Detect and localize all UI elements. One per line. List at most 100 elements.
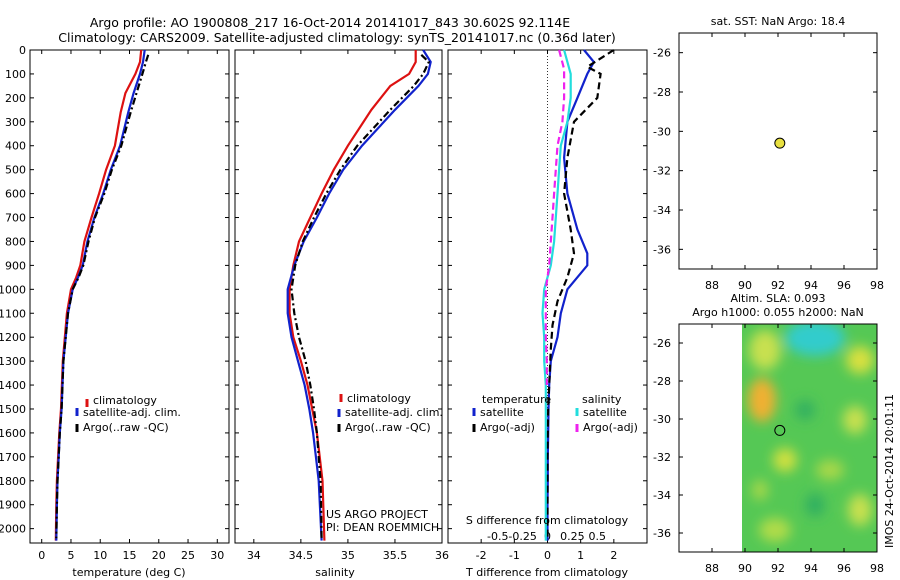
sla-heatmap-anomalies [748,324,874,542]
sla-map-title-line1: Altim. SLA: 0.093 [730,292,825,305]
x-tick-label: 36 [435,549,449,562]
depth-tick-label: 1700 [0,451,26,464]
x-tick-label: 35.5 [383,549,408,562]
x-tick-label: 0 [544,549,551,562]
sla-cell [785,324,845,356]
series-line-satellite-adj-clim [286,49,432,541]
depth-tick-label: 2000 [0,523,26,536]
depth-tick-label: 0 [19,44,26,57]
argo-float-marker [774,137,786,149]
lon-tick-label: 94 [804,279,818,292]
temperature-panel: 0100200300400500600700800900100011001200… [0,44,647,579]
x-tick-label: 2 [610,549,617,562]
x-tick-label: 1 [577,549,584,562]
lat-tick-label: -30 [653,125,671,138]
series-line-climatology [288,50,417,541]
x-tick-label: 0 [38,549,45,562]
legend-label-argo: Argo(..raw -QC) [345,421,431,434]
depth-tick-label: 1900 [0,499,26,512]
lat-tick-label: -32 [653,165,671,178]
legend-label-temp-argo: Argo(-adj) [480,421,535,434]
lat-tick-label: -28 [653,86,671,99]
sla-cell [848,494,872,526]
project-annotation: US ARGO PROJECT [326,508,428,521]
depth-tick-label: 200 [5,92,26,105]
legend-label-climatology: climatology [93,394,157,407]
lat-tick-label: -36 [653,243,671,256]
x-tick-label: 34.5 [289,549,314,562]
x-tick-label: 34 [247,549,261,562]
s-tick-label: -0.5 [487,530,508,543]
x-tick-label: 10 [93,549,107,562]
sst-map-axes: 88 90 92 94 96 98 -26 -28 -30 -32 -34 -36 [653,33,884,292]
salinity-axes-frame [234,49,443,544]
sla-cell [773,448,797,472]
lon-tick-label: 98 [870,562,884,575]
lon-tick-label: 96 [837,279,851,292]
figure-title-line1: Argo profile: AO 1900808_217 16-Oct-2014… [90,15,570,30]
lon-tick-label: 92 [771,562,785,575]
difference-panel: -2 -1 0 1 2 -0.5 -0.25 0 0.25 0.5 T difference f… [447,49,648,579]
series-line-temperature-satellite [546,49,596,541]
salinity-legend: climatology satellite-adj. clim. Argo(..… [337,392,443,434]
temperature-legend: climatology satellite-adj. clim. Argo(..… [75,394,181,434]
argo-float-marker [774,424,786,436]
depth-tick-label: 1100 [0,307,26,320]
sst-map-title: sat. SST: NaN Argo: 18.4 [711,15,845,28]
sla-cell [749,330,781,370]
series-line-salinity-argo-adj [544,49,566,385]
legend-label-sal-satellite: satellite [583,406,627,419]
x-tick-label: 5 [67,549,74,562]
sla-cell [795,400,815,420]
depth-tick-label: 300 [5,116,26,129]
temperature-x-axis: 0 5 10 15 20 25 30 [38,50,224,562]
series-line-argo-raw-qc [55,54,150,539]
salinity-axis-label: salinity [315,566,355,579]
lat-tick-label: -26 [653,337,671,350]
lon-tick-label: 92 [771,279,785,292]
legend-label-climatology: climatology [347,392,411,405]
s-tick-label: 0.5 [589,530,607,543]
sla-cell [843,406,867,434]
s-tick-label: -0.25 [508,530,536,543]
s-tick-label: 0.25 [560,530,585,543]
lat-tick-label: -26 [653,47,671,60]
lat-tick-label: -30 [653,413,671,426]
difference-legend: temperature salinity satellite Argo(-adj… [472,393,638,434]
sst-map-frame [678,32,878,270]
legend-label-satellite: satellite-adj. clim. [83,406,181,419]
lon-tick-label: 90 [738,562,752,575]
lon-tick-label: 98 [870,279,884,292]
imos-timestamp: IMOS 24-Oct-2014 20:01:11 [883,394,896,548]
sla-cell [816,460,844,480]
salinity-x-axis: 34 34.5 35 35.5 36 [247,50,449,562]
lat-tick-label: -36 [653,527,671,540]
depth-tick-label: 700 [5,212,26,225]
legend-label-temp-satellite: satellite [480,406,524,419]
sla-cell [805,493,825,517]
sla-heatmap [742,324,877,552]
lon-tick-label: 88 [705,562,719,575]
temperature-axes-frame [29,49,230,544]
legend-title-salinity: salinity [582,393,622,406]
x-tick-label: 30 [210,549,224,562]
salinity-panel: 34 34.5 35 35.5 36 salinity climatology sate… [234,49,449,579]
series-line-temperature-argo-adj [546,49,615,539]
temperature-difference-x-axis: -2 -1 0 1 2 [476,50,617,562]
lon-tick-label: 94 [804,562,818,575]
pi-annotation: PI: DEAN ROEMMICH [326,521,439,534]
lon-tick-label: 96 [837,562,851,575]
x-tick-label: 35 [341,549,355,562]
depth-tick-label: 1000 [0,283,26,296]
sla-cell [752,480,768,500]
sla-map-axes: 88 90 92 94 96 98 -26 -28 -30 -32 -34 -36 [653,324,884,575]
depth-tick-label: 1800 [0,475,26,488]
lat-tick-label: -34 [653,489,671,502]
depth-axis: 0 100 200 300 400 500 600 700 800 900 1000 1100 1200… [0,44,647,536]
lon-tick-label: 90 [738,279,752,292]
depth-tick-label: 1400 [0,379,26,392]
sla-map-panel: Altim. SLA: 0.093 Argo h1000: 0.055 h200… [653,292,896,575]
x-tick-label: 20 [152,549,166,562]
depth-tick-label: 1300 [0,355,26,368]
